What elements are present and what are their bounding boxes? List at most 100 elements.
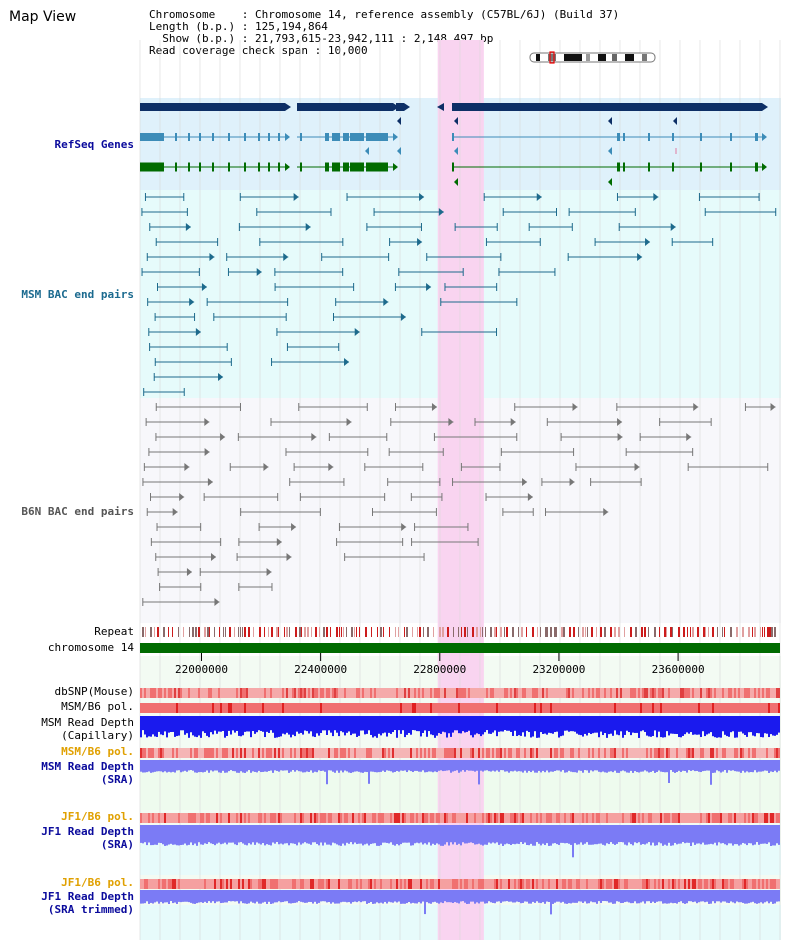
jf1-depth-trim-bar bbox=[158, 890, 160, 904]
msm-depth-cap-bar bbox=[632, 716, 634, 733]
bac-pair-arrow bbox=[401, 523, 407, 531]
msm-b6-pol2-cell bbox=[168, 748, 170, 758]
jf1-depth-sra-bar bbox=[732, 825, 734, 846]
jf1-depth-trim-bar bbox=[468, 890, 470, 904]
track-label-msm-depth-sra[interactable]: MSM Read Depth bbox=[41, 760, 134, 773]
jf1-depth-sra-bar bbox=[232, 825, 234, 843]
track-label-jf1-depth-sra[interactable]: JF1 Read Depth bbox=[41, 825, 134, 838]
jf1-depth-trim-bar bbox=[652, 890, 654, 902]
dbsnp-cell bbox=[774, 688, 776, 698]
track-label-refseq[interactable]: RefSeq Genes bbox=[54, 138, 134, 151]
jf1-b6-pol2-cell bbox=[180, 879, 182, 889]
jf1-b6-pol2-cell bbox=[388, 879, 390, 889]
msm-b6-pol-cell bbox=[526, 703, 528, 713]
msm-b6-pol2-cell bbox=[684, 748, 686, 758]
msm-b6-pol2-cell bbox=[592, 748, 594, 758]
track-label-msm-b6-pol[interactable]: MSM/B6 pol. bbox=[61, 700, 134, 713]
msm-b6-pol2-cell bbox=[248, 748, 250, 758]
jf1-depth-sra-bar bbox=[314, 825, 316, 843]
track-label-repeat[interactable]: Repeat bbox=[94, 625, 134, 638]
jf1-b6-pol-cell bbox=[380, 813, 382, 823]
msm-depth-cap-bar bbox=[188, 716, 190, 738]
msm-b6-pol-cell bbox=[410, 703, 412, 713]
dbsnp-cell bbox=[628, 688, 630, 698]
msm-depth-sra-bar bbox=[382, 760, 384, 771]
dbsnp-cell bbox=[598, 688, 600, 698]
repeat-mark bbox=[683, 627, 685, 637]
jf1-depth-sra-bar bbox=[318, 825, 320, 846]
track-label-msm-bac[interactable]: MSM BAC end pairs bbox=[21, 288, 134, 301]
jf1-b6-pol2-cell bbox=[424, 879, 426, 889]
jf1-depth-trim-bar bbox=[358, 890, 360, 902]
msm-b6-pol-cell bbox=[592, 703, 594, 713]
repeat-mark bbox=[219, 627, 220, 637]
jf1-b6-pol-cell bbox=[350, 813, 352, 823]
dbsnp-cell bbox=[190, 688, 192, 698]
jf1-b6-pol2-cell bbox=[450, 879, 452, 889]
msm-depth-cap-bar bbox=[286, 716, 288, 733]
jf1-b6-pol-cell bbox=[696, 813, 698, 823]
track-label-jf1-depth-trim[interactable]: JF1 Read Depth bbox=[41, 890, 134, 903]
dbsnp-cell bbox=[638, 688, 640, 698]
dbsnp-cell bbox=[718, 688, 720, 698]
jf1-depth-trim-bar bbox=[510, 890, 512, 902]
msm-b6-pol-cell bbox=[750, 703, 752, 713]
msm-b6-pol2-cell bbox=[348, 748, 350, 758]
track-label-jf1-b6-pol[interactable]: JF1/B6 pol. bbox=[61, 810, 134, 823]
msm-b6-pol-cell bbox=[766, 703, 768, 713]
track-label-b6n-bac[interactable]: B6N BAC end pairs bbox=[21, 505, 134, 518]
msm-b6-pol2-cell bbox=[334, 748, 336, 758]
msm-b6-pol-cell bbox=[154, 703, 156, 713]
jf1-b6-pol2-cell bbox=[220, 879, 222, 889]
msm-depth-sra-bar bbox=[574, 760, 576, 773]
msm-depth-sra-bar bbox=[378, 760, 380, 773]
dbsnp-cell bbox=[372, 688, 374, 698]
msm-depth-cap-bar bbox=[282, 716, 284, 734]
msm-b6-pol-cell bbox=[364, 703, 366, 713]
msm-b6-pol2-cell bbox=[520, 748, 522, 758]
gene-exon bbox=[617, 133, 620, 141]
track-label-chromosome[interactable]: chromosome 14 bbox=[47, 641, 134, 654]
msm-b6-pol2-cell bbox=[472, 748, 474, 758]
jf1-b6-pol-cell bbox=[410, 813, 412, 823]
msm-depth-sra-bar bbox=[582, 760, 584, 773]
jf1-depth-trim-bar bbox=[644, 890, 646, 904]
jf1-depth-sra-bar bbox=[380, 825, 382, 846]
axis-tick-label: 23600000 bbox=[652, 663, 705, 676]
msm-depth-sra-bar bbox=[222, 760, 224, 771]
dbsnp-cell bbox=[300, 688, 302, 698]
jf1-b6-pol-cell bbox=[652, 813, 654, 823]
msm-depth-sra-bar bbox=[540, 760, 542, 773]
msm-b6-pol2-cell bbox=[470, 748, 472, 758]
msm-depth-cap-bar bbox=[498, 716, 500, 732]
msm-depth-cap-bar bbox=[310, 716, 312, 732]
jf1-b6-pol-cell bbox=[408, 813, 410, 823]
msm-depth-sra-bar bbox=[718, 760, 720, 772]
msm-b6-pol2-cell bbox=[598, 748, 600, 758]
msm-b6-pol2-cell bbox=[216, 748, 218, 758]
msm-b6-pol-cell bbox=[234, 703, 236, 713]
msm-b6-pol-cell bbox=[148, 703, 150, 713]
msm-depth-sra-bar bbox=[360, 760, 362, 773]
msm-b6-pol2-cell bbox=[744, 748, 746, 758]
jf1-depth-trim-bar bbox=[776, 890, 778, 902]
msm-depth-cap-bar bbox=[406, 716, 408, 735]
track-label-msm-depth-cap[interactable]: MSM Read Depth bbox=[41, 716, 134, 729]
track-label-dbsnp[interactable]: dbSNP(Mouse) bbox=[54, 685, 134, 698]
track-label-msm-b6-pol-2[interactable]: MSM/B6 pol. bbox=[61, 745, 134, 758]
msm-b6-pol2-cell bbox=[286, 748, 288, 758]
jf1-b6-pol-cell bbox=[252, 813, 254, 823]
msm-b6-pol-cell bbox=[646, 703, 648, 713]
jf1-depth-trim-bar bbox=[756, 890, 758, 904]
msm-b6-pol2-cell bbox=[662, 748, 664, 758]
track-label-jf1-b6-pol-2[interactable]: JF1/B6 pol. bbox=[61, 876, 134, 889]
jf1-b6-pol2-cell bbox=[314, 879, 316, 889]
jf1-b6-pol2-cell bbox=[552, 879, 554, 889]
msm-b6-pol-cell bbox=[512, 703, 514, 713]
msm-depth-sra-bar bbox=[292, 760, 294, 771]
msm-b6-pol-cell bbox=[694, 703, 696, 713]
dbsnp-cell bbox=[666, 688, 668, 698]
msm-depth-cap-bar bbox=[596, 716, 598, 733]
dbsnp-cell bbox=[200, 688, 202, 698]
